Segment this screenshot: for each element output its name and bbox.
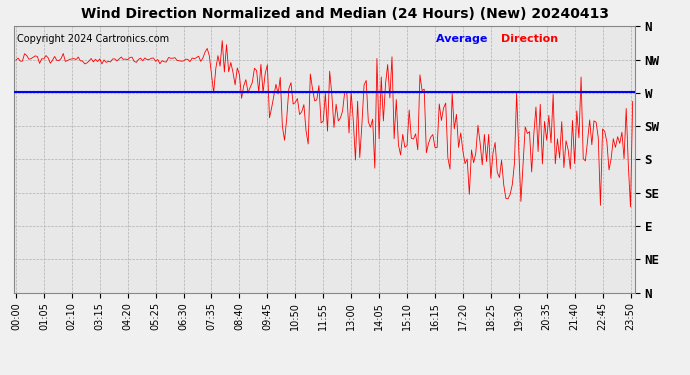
Text: Average: Average <box>436 34 491 44</box>
Text: Wind Direction Normalized and Median (24 Hours) (New) 20240413: Wind Direction Normalized and Median (24… <box>81 8 609 21</box>
Text: Direction: Direction <box>502 34 558 44</box>
Text: Copyright 2024 Cartronics.com: Copyright 2024 Cartronics.com <box>17 34 169 44</box>
